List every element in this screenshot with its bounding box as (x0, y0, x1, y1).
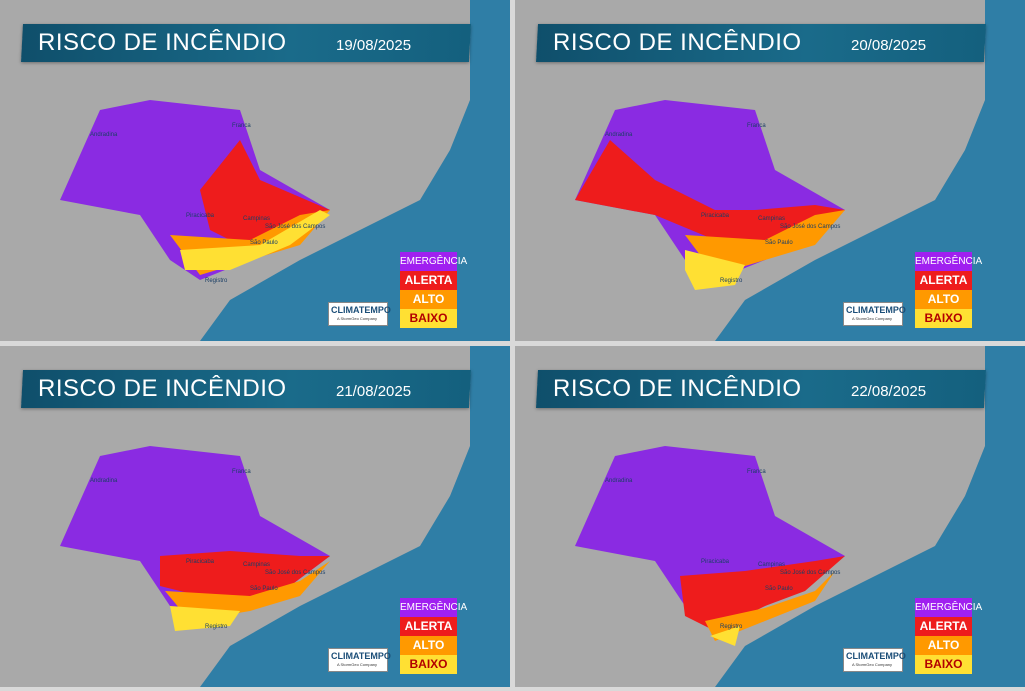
city-label: São Paulo (765, 586, 793, 592)
city-label: São José dos Campos (780, 224, 841, 230)
legend-alerta: ALERTA (915, 271, 972, 290)
city-label: Registro (720, 624, 743, 630)
risk-baixo-area (170, 606, 240, 631)
city-label: São José dos Campos (265, 224, 326, 230)
legend-alto: ALTO (400, 636, 457, 655)
panel-date: 22/08/2025 (851, 383, 927, 400)
legend-alto: ALTO (400, 290, 457, 309)
climatempo-logo: CLIMATEMPO A StormGeo Company (328, 648, 391, 672)
panel-title: RISCO DE INCÊNDIO (553, 29, 802, 56)
logo-name: CLIMATEMPO (846, 651, 906, 661)
city-label: Andradina (90, 478, 118, 484)
city-label: Franca (747, 123, 766, 129)
city-label: São Paulo (250, 586, 278, 592)
risk-alto-area (685, 210, 845, 275)
legend-alto: ALTO (915, 636, 972, 655)
climatempo-logo: CLIMATEMPO A StormGeo Company (843, 648, 906, 672)
city-label: Registro (205, 624, 228, 630)
legend-alto: ALTO (915, 290, 972, 309)
city-label: São Paulo (765, 240, 793, 246)
risk-baixo-area (710, 626, 740, 646)
legend-baixo: BAIXO (915, 309, 972, 328)
legend-alerta: ALERTA (400, 617, 457, 636)
legend-alerta: ALERTA (400, 271, 457, 290)
risk-legend: EMERGÊNCIA ALERTA ALTO BAIXO (400, 598, 467, 674)
city-label: São José dos Campos (265, 570, 326, 576)
city-label: Campinas (758, 562, 786, 568)
city-label: São Paulo (250, 240, 278, 246)
risk-alerta-area (575, 140, 845, 250)
legend-alerta: ALERTA (915, 617, 972, 636)
risk-alto-area (165, 561, 330, 621)
risk-baixo-area (180, 210, 330, 270)
panel-date: 21/08/2025 (336, 383, 412, 400)
panel-title: RISCO DE INCÊNDIO (553, 375, 802, 402)
city-label: Registro (720, 278, 743, 284)
city-label: Piracicaba (186, 213, 215, 219)
map-panel-21-08: RISCO DE INCÊNDIO 21/08/2025 Andradina F… (0, 346, 510, 687)
city-label: Piracicaba (186, 559, 215, 565)
risk-alerta-area (680, 556, 845, 631)
city-label: Franca (232, 469, 251, 475)
panel-date: 20/08/2025 (851, 37, 927, 54)
city-label: Campinas (243, 562, 271, 568)
city-label: Campinas (758, 216, 786, 222)
panel-title: RISCO DE INCÊNDIO (38, 375, 287, 402)
city-label: Registro (205, 278, 228, 284)
logo-tagline: A StormGeo Company (852, 662, 893, 667)
map-panel-19-08: RISCO DE INCÊNDIO 19/08/2025 Andradina F… (0, 0, 510, 341)
logo-tagline: A StormGeo Company (337, 662, 378, 667)
city-label: São José dos Campos (780, 570, 841, 576)
legend-emergencia: EMERGÊNCIA (400, 252, 467, 271)
risk-alto-area (705, 571, 835, 641)
risk-legend: EMERGÊNCIA ALERTA ALTO BAIXO (400, 252, 467, 328)
risk-legend: EMERGÊNCIA ALERTA ALTO BAIXO (915, 252, 982, 328)
climatempo-logo: CLIMATEMPO A StormGeo Company (843, 302, 906, 326)
legend-baixo: BAIXO (400, 309, 457, 328)
logo-tagline: A StormGeo Company (337, 316, 378, 321)
legend-emergencia: EMERGÊNCIA (400, 598, 467, 617)
logo-name: CLIMATEMPO (846, 305, 906, 315)
logo-name: CLIMATEMPO (331, 305, 391, 315)
logo-tagline: A StormGeo Company (852, 316, 893, 321)
city-label: Andradina (90, 132, 118, 138)
city-label: Franca (747, 469, 766, 475)
city-label: Campinas (243, 216, 271, 222)
legend-emergencia: EMERGÊNCIA (915, 252, 982, 271)
legend-emergencia: EMERGÊNCIA (915, 598, 982, 617)
city-label: Franca (232, 123, 251, 129)
panel-title: RISCO DE INCÊNDIO (38, 29, 287, 56)
city-label: Andradina (605, 132, 633, 138)
risk-baixo-area (685, 250, 745, 290)
legend-baixo: BAIXO (915, 655, 972, 674)
logo-name: CLIMATEMPO (331, 651, 391, 661)
legend-baixo: BAIXO (400, 655, 457, 674)
city-label: Piracicaba (701, 559, 730, 565)
map-panel-20-08: RISCO DE INCÊNDIO 20/08/2025 Andradina F… (515, 0, 1025, 341)
panel-date: 19/08/2025 (336, 37, 412, 54)
city-label: Andradina (605, 478, 633, 484)
climatempo-logo: CLIMATEMPO A StormGeo Company (328, 302, 391, 326)
city-label: Piracicaba (701, 213, 730, 219)
risk-legend: EMERGÊNCIA ALERTA ALTO BAIXO (915, 598, 982, 674)
map-panel-22-08: RISCO DE INCÊNDIO 22/08/2025 Andradina F… (515, 346, 1025, 687)
